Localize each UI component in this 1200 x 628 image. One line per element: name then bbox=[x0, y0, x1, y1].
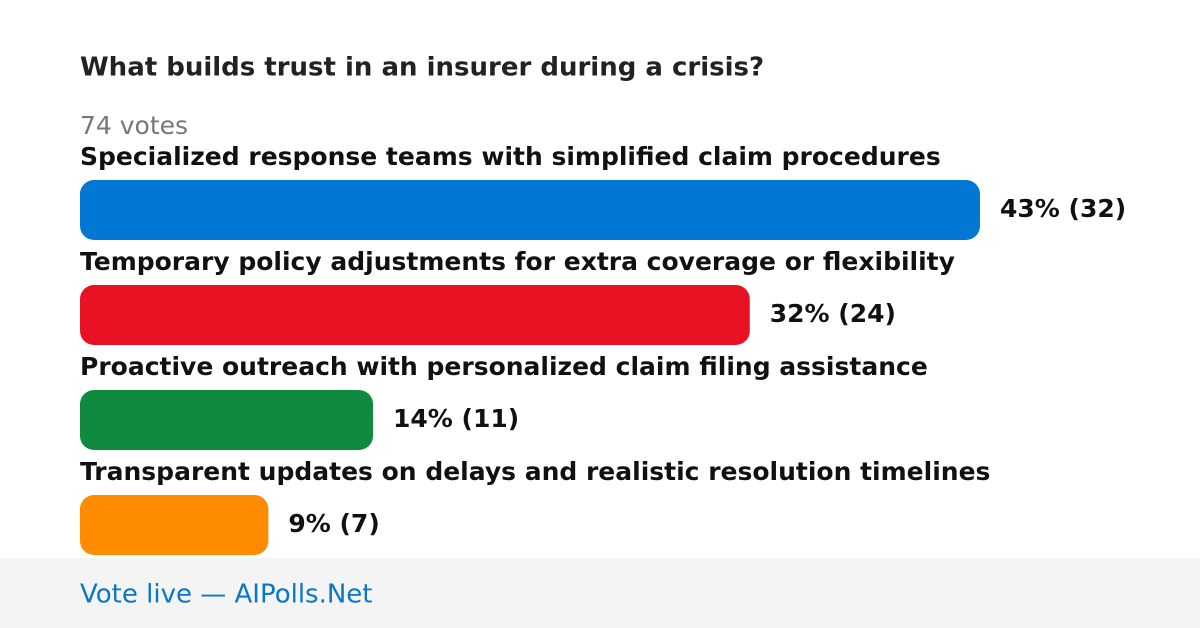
vote-count: 74 votes bbox=[80, 111, 188, 140]
value-label: 43% (32) bbox=[1000, 194, 1126, 223]
footer-bar bbox=[0, 558, 1200, 628]
bar bbox=[80, 390, 374, 450]
poll-title: What builds trust in an insurer during a… bbox=[80, 53, 764, 83]
value-label: 14% (11) bbox=[393, 404, 519, 433]
option-label: Transparent updates on delays and realis… bbox=[80, 457, 990, 486]
bar bbox=[80, 495, 269, 555]
option-label: Specialized response teams with simplifi… bbox=[80, 142, 941, 171]
option-label: Temporary policy adjustments for extra c… bbox=[80, 247, 955, 276]
bar bbox=[80, 180, 980, 240]
value-label: 9% (7) bbox=[288, 509, 379, 538]
value-label: 32% (24) bbox=[770, 299, 896, 328]
bar bbox=[80, 285, 750, 345]
option-label: Proactive outreach with personalized cla… bbox=[80, 352, 928, 381]
footer-link[interactable]: Vote live — AIPolls.Net bbox=[80, 580, 373, 610]
